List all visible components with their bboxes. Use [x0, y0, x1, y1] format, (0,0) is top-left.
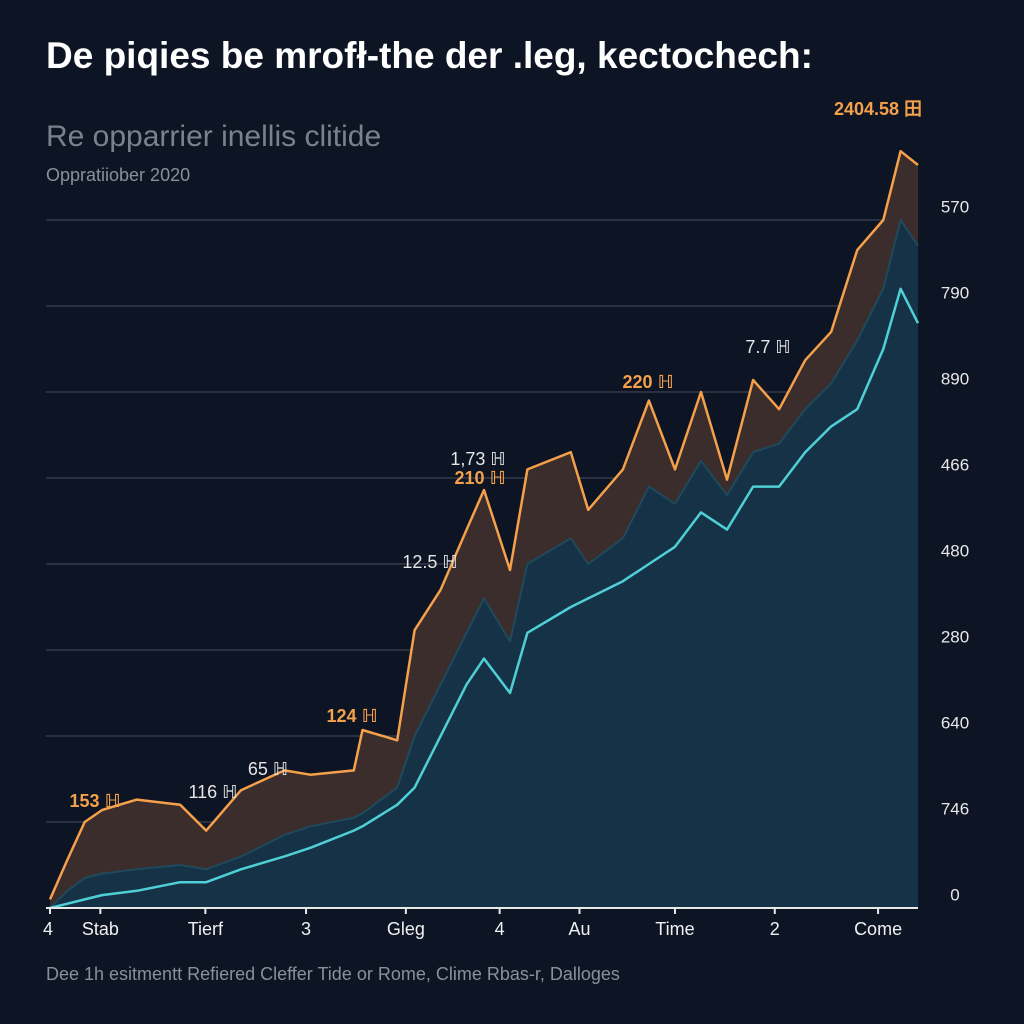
- annotation: 153 ℍ: [69, 791, 120, 811]
- chart-subtitle: Re opparrier inellis clitide: [46, 120, 381, 153]
- y-tick-label: 480: [941, 541, 969, 560]
- y-tick-label: 280: [941, 627, 969, 646]
- area-fill: [50, 220, 918, 908]
- x-tick-label: Come: [854, 919, 902, 939]
- y-tick-label: 0: [950, 885, 959, 904]
- annotation: 1,73 ℍ: [450, 449, 505, 469]
- series-line: [48, 149, 919, 900]
- x-tick-label: Au: [568, 919, 590, 939]
- annotation: 116 ℍ: [189, 782, 238, 802]
- annotation: 12.5 ℍ: [402, 552, 457, 572]
- footer: Dee 1h esitmentt Refiered Cleffer Tide o…: [46, 964, 620, 984]
- annotation: 124 ℍ: [326, 706, 377, 726]
- series-line: [49, 287, 920, 910]
- x-tick-label: 3: [301, 919, 311, 939]
- x-tick-label: 4: [43, 919, 53, 939]
- y-tick-label: 640: [941, 713, 969, 732]
- date-label: Oppratiiober 2020: [46, 165, 190, 185]
- annotation: 2404.58 田: [834, 99, 922, 119]
- x-tick-label: 4: [495, 919, 505, 939]
- y-tick-label: 570: [941, 197, 969, 216]
- y-tick-label: 746: [941, 799, 969, 818]
- x-tick-label: Tierf: [188, 919, 224, 939]
- x-tick-label: 2: [770, 919, 780, 939]
- x-tick-label: Gleg: [387, 919, 425, 939]
- y-tick-label: 790: [941, 283, 969, 302]
- series-line: [49, 219, 919, 909]
- annotation: 210 ℍ: [454, 468, 505, 488]
- annotation: 7.7 ℍ: [745, 337, 790, 357]
- x-tick-label: Stab: [82, 919, 119, 939]
- chart-title: De piqies be mrofł-the der .leg, kectoch…: [46, 35, 813, 76]
- annotation: 65 ℍ: [248, 759, 288, 779]
- x-tick-label: Time: [655, 919, 694, 939]
- y-tick-label: 890: [941, 369, 969, 388]
- annotation: 220 ℍ: [622, 372, 673, 392]
- y-tick-label: 466: [941, 455, 969, 474]
